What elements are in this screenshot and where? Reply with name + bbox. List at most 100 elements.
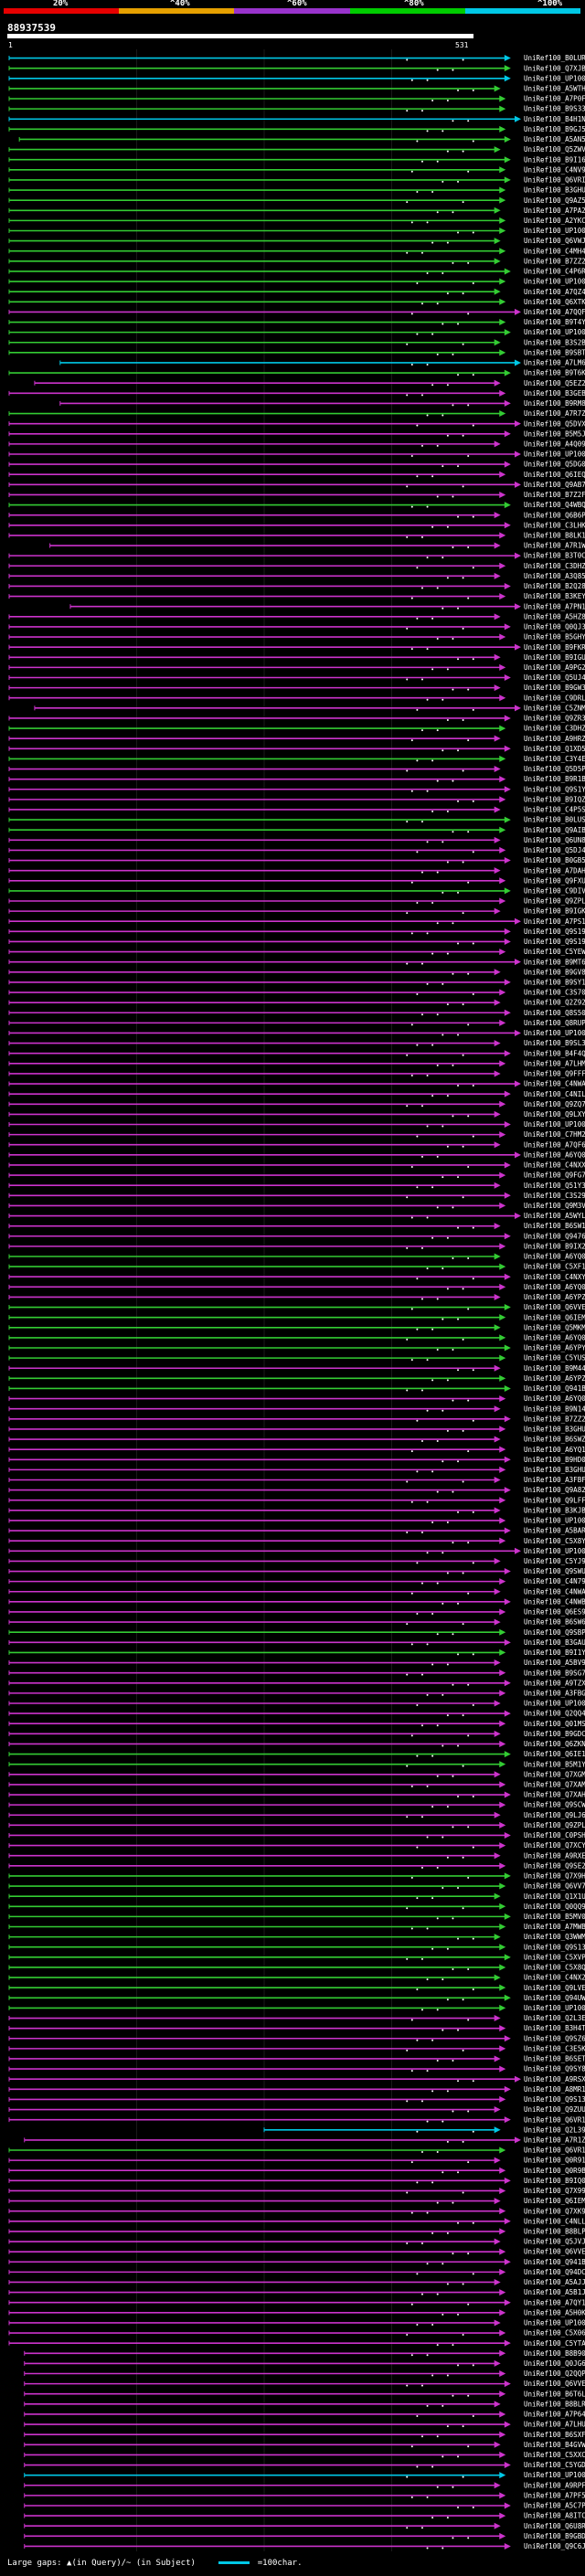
hit-row[interactable]: UniRef100_Q941B5 <box>8 2258 585 2266</box>
hit-row[interactable]: UniRef100_Q9ZPL6 <box>8 897 585 906</box>
hit-id-label[interactable]: UniRef100_B5GHY9 <box>524 633 585 641</box>
hit-id-label[interactable]: UniRef100_B9GV89 <box>524 968 585 976</box>
hit-id-label[interactable]: UniRef100_B6SET1 <box>524 2055 585 2063</box>
hit-id-label[interactable]: UniRef100_Q7XAM9 <box>524 1781 585 1789</box>
hit-row[interactable]: UniRef100_B5GHY9 <box>8 633 585 641</box>
hit-row[interactable]: UniRef100_A7LHM5 <box>8 1059 585 1067</box>
hit-row[interactable]: UniRef100_B6SET1 <box>8 2055 585 2063</box>
hit-id-label[interactable]: UniRef100_C9DRL9 <box>524 694 585 702</box>
hit-row[interactable]: UniRef100_B4GVW9 <box>24 2441 585 2449</box>
hit-row[interactable]: UniRef100_Q6U8R8 <box>24 2522 585 2530</box>
hit-row[interactable]: UniRef100_Q2L399 <box>263 2125 585 2134</box>
hit-id-label[interactable]: UniRef100_Q9ZPL7 <box>524 1821 585 1829</box>
hit-row[interactable]: UniRef100_UP1000... <box>8 74 585 82</box>
hit-id-label[interactable]: UniRef100_Q1XD53 <box>524 745 585 753</box>
hit-row[interactable]: UniRef100_B9IGK6 <box>8 907 585 916</box>
hit-id-label[interactable]: UniRef100_Q9SY84 <box>524 2065 585 2073</box>
hit-row[interactable]: UniRef100_Q51Y37 <box>8 1182 585 1190</box>
hit-row[interactable]: UniRef100_Q9AB77 <box>8 481 585 489</box>
hit-row[interactable]: UniRef100_Q8S504 <box>8 1009 585 1017</box>
hit-id-label[interactable]: UniRef100_Q94767 <box>524 1232 585 1240</box>
hit-id-label[interactable]: UniRef100_Q9S1Y9 <box>524 785 585 793</box>
hit-id-label[interactable]: UniRef100_UP1000... <box>524 451 585 459</box>
hit-row[interactable]: UniRef100_A5C7P9 <box>24 2502 585 2510</box>
hit-row[interactable]: UniRef100_B9T4Y9 <box>8 318 585 326</box>
hit-id-label[interactable]: UniRef100_Q9SBP5 <box>524 1628 585 1637</box>
hit-id-label[interactable]: UniRef100_B9I163 <box>524 155 585 164</box>
hit-id-label[interactable]: UniRef100_Q9LVE1 <box>524 1984 585 1992</box>
hit-row[interactable]: UniRef100_B9IQ06 <box>8 2177 585 2185</box>
hit-id-label[interactable]: UniRef100_A5WYL0 <box>524 1212 585 1220</box>
hit-id-label[interactable]: UniRef100_B9MT69 <box>524 958 585 966</box>
hit-id-label[interactable]: UniRef100_Q51Y37 <box>524 1182 585 1190</box>
hit-row[interactable]: UniRef100_A4Q090 <box>8 440 585 448</box>
hit-row[interactable]: UniRef100_UP1000... <box>8 328 585 336</box>
hit-id-label[interactable]: UniRef100_C4NX24 <box>524 1974 585 1982</box>
hit-id-label[interactable]: UniRef100_Q9S137 <box>524 2095 585 2104</box>
hit-row[interactable]: UniRef100_Q7X999 <box>8 2187 585 2195</box>
hit-id-label[interactable]: UniRef100_Q9SE29 <box>524 1861 585 1870</box>
hit-row[interactable]: UniRef100_A3FBF7 <box>8 1476 585 1484</box>
hit-id-label[interactable]: UniRef100_UP1000... <box>524 278 585 286</box>
hit-row[interactable]: UniRef100_C9DRL9 <box>8 694 585 702</box>
hit-id-label[interactable]: UniRef100_B9GJ51 <box>524 125 585 133</box>
hit-id-label[interactable]: UniRef100_B3GAU3 <box>524 1638 585 1647</box>
hit-id-label[interactable]: UniRef100_C4NWB1 <box>524 1597 585 1606</box>
hit-id-label[interactable]: UniRef100_C5YUS9 <box>524 1354 585 1362</box>
hit-id-label[interactable]: UniRef100_Q9S137-2 <box>524 1943 585 1951</box>
hit-id-label[interactable]: UniRef100_B9SY13 <box>524 979 585 987</box>
hit-row[interactable]: UniRef100_A5BAR2 <box>8 1527 585 1535</box>
hit-id-label[interactable]: UniRef100_A9RXE0 <box>524 1851 585 1860</box>
hit-id-label[interactable]: UniRef100_Q6VVE2 <box>524 2380 585 2388</box>
hit-row[interactable]: UniRef100_A5H0K9 <box>8 2308 585 2316</box>
hit-row[interactable]: UniRef100_C9DIV6 <box>8 886 585 895</box>
hit-id-label[interactable]: UniRef100_B0GB53 <box>524 856 585 864</box>
hit-id-label[interactable]: UniRef100_UP1000... <box>524 1120 585 1129</box>
hit-id-label[interactable]: UniRef100_B6SW64 <box>524 1618 585 1627</box>
hit-id-label[interactable]: UniRef100_C4P6R0 <box>524 268 585 276</box>
hit-id-label[interactable]: UniRef100_Q94UW5 <box>524 1994 585 2002</box>
hit-id-label[interactable]: UniRef100_B9M449 <box>524 1364 585 1373</box>
hit-row[interactable]: UniRef100_C7HM21 <box>8 1130 585 1139</box>
hit-id-label[interactable]: UniRef100_A5BAR2 <box>524 1527 585 1535</box>
hit-id-label[interactable]: UniRef100_C3E5K2 <box>524 2044 585 2052</box>
hit-id-label[interactable]: UniRef100_C7HM21 <box>524 1130 585 1139</box>
hit-row[interactable]: UniRef100_UP1000... <box>8 227 585 235</box>
hit-id-label[interactable]: UniRef100_A3FBG4 <box>524 1689 585 1697</box>
hit-row[interactable]: UniRef100_C5XXC0 <box>24 2451 585 2459</box>
hit-id-label[interactable]: UniRef100_Q5DJ44 <box>524 846 585 854</box>
hit-row[interactable]: UniRef100_A5AJJ3 <box>8 2278 585 2286</box>
hit-id-label[interactable]: UniRef100_Q6U8R8 <box>524 2522 585 2530</box>
hit-row[interactable]: UniRef100_C5X066 <box>8 2329 585 2337</box>
hit-row[interactable]: UniRef100_Q7XCY9 <box>8 1841 585 1850</box>
hit-id-label[interactable]: UniRef100_UP1000... <box>524 74 585 82</box>
hit-row[interactable]: UniRef100_B9I1Y4 <box>8 1648 585 1657</box>
hit-id-label[interactable]: UniRef100_Q6VVE4 <box>524 1303 585 1311</box>
hit-row[interactable]: UniRef100_A9HRZ2 <box>8 735 585 743</box>
hit-id-label[interactable]: UniRef100_B6SWZ1 <box>524 1436 585 1444</box>
hit-row[interactable]: UniRef100_Q5EZ20 <box>34 379 585 387</box>
hit-row[interactable]: UniRef100_B3GHU5 <box>8 1466 585 1474</box>
hit-id-label[interactable]: UniRef100_Q7X9H8 <box>524 1872 585 1881</box>
hit-id-label[interactable]: UniRef100_Q6XTK4 <box>524 298 585 306</box>
hit-id-label[interactable]: UniRef100_Q5DVX1 <box>524 419 585 428</box>
hit-id-label[interactable]: UniRef100_B3GEB1 <box>524 389 585 398</box>
hit-id-label[interactable]: UniRef100_Q9S190-2 <box>524 928 585 936</box>
hit-id-label[interactable]: UniRef100_A7R1Z0 <box>524 2136 585 2144</box>
hit-id-label[interactable]: UniRef100_C5X8Y9 <box>524 1537 585 1545</box>
hit-row[interactable]: UniRef100_C4NWA6 <box>8 1080 585 1088</box>
hit-id-label[interactable]: UniRef100_A5H0K9 <box>524 2308 585 2316</box>
hit-row[interactable]: UniRef100_A6YPZ0 <box>8 1374 585 1383</box>
hit-id-label[interactable]: UniRef100_Q6VWJ6 <box>524 237 585 245</box>
hit-id-label[interactable]: UniRef100_Q7X999 <box>524 2187 585 2195</box>
hit-id-label[interactable]: UniRef100_A7DAH9 <box>524 866 585 875</box>
hit-row[interactable]: UniRef100_A2YKC9 <box>8 217 585 225</box>
hit-id-label[interactable]: UniRef100_Q9LXY9 <box>524 1110 585 1118</box>
hit-row[interactable]: UniRef100_A7QF69 <box>8 1140 585 1149</box>
hit-id-label[interactable]: UniRef100_C9DIV6 <box>524 886 585 895</box>
hit-row[interactable]: UniRef100_Q94767 <box>8 1232 585 1240</box>
hit-row[interactable]: UniRef100_A6YQ10 <box>8 1446 585 1454</box>
hit-row[interactable]: UniRef100_C5X8Y9 <box>8 1537 585 1545</box>
hit-row[interactable]: UniRef100_B6SXF7 <box>24 2431 585 2439</box>
hit-id-label[interactable]: UniRef100_Q9FG77 <box>524 1171 585 1180</box>
